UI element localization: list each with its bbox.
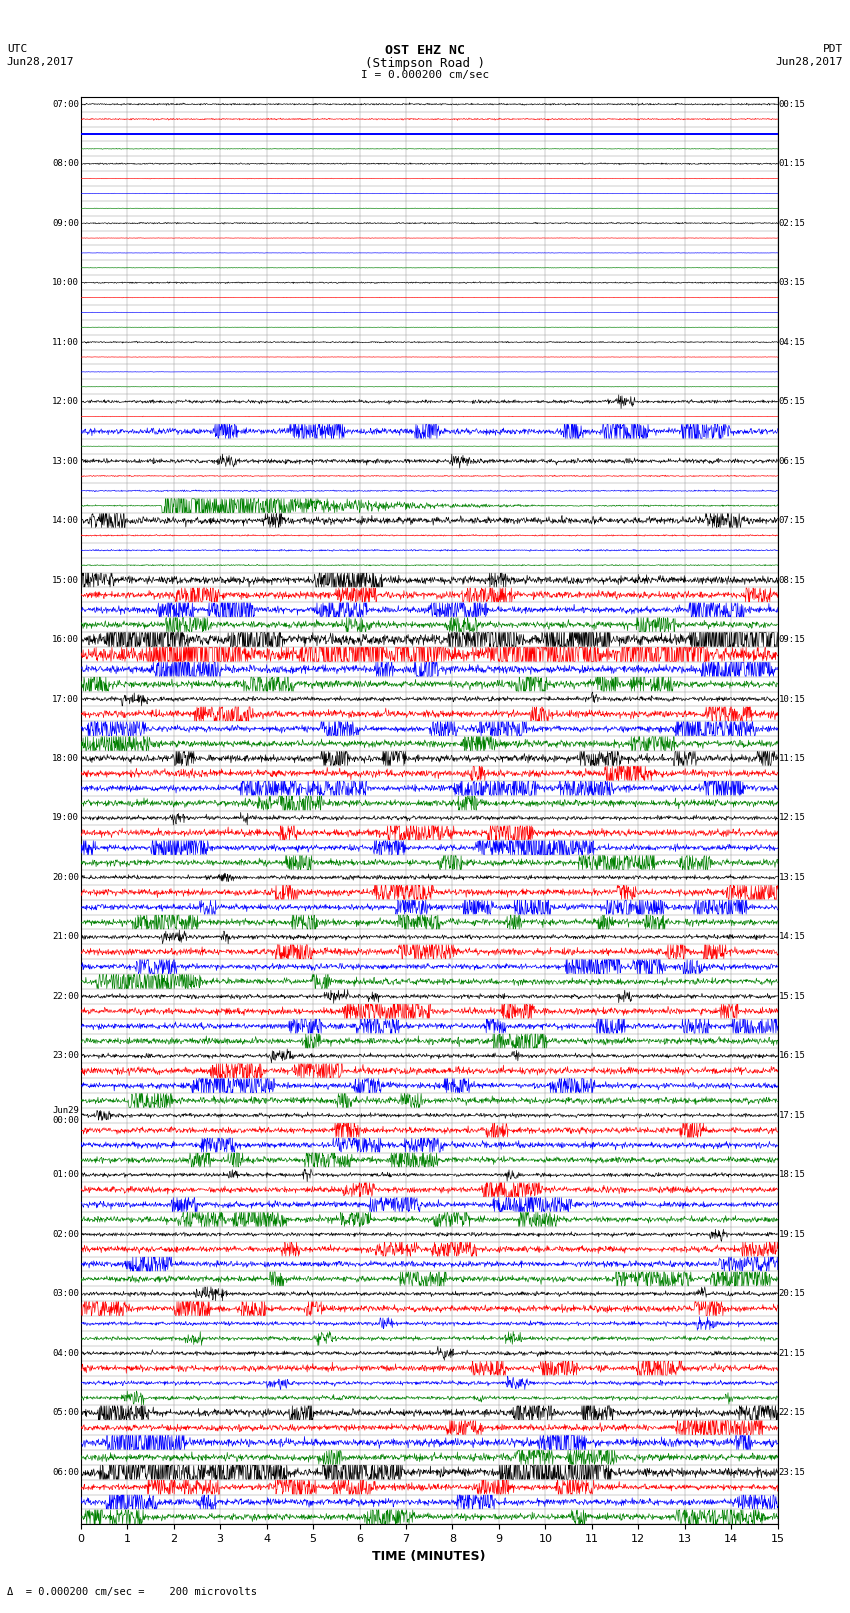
- Text: 05:15: 05:15: [779, 397, 806, 406]
- Text: 21:15: 21:15: [779, 1348, 806, 1358]
- Text: OST EHZ NC: OST EHZ NC: [385, 44, 465, 58]
- Text: Δ  = 0.000200 cm/sec =    200 microvolts: Δ = 0.000200 cm/sec = 200 microvolts: [7, 1587, 257, 1597]
- Text: 22:00: 22:00: [53, 992, 79, 1002]
- Text: 20:00: 20:00: [53, 873, 79, 882]
- Text: 09:15: 09:15: [779, 636, 806, 644]
- Text: 21:00: 21:00: [53, 932, 79, 942]
- Text: 12:15: 12:15: [779, 813, 806, 823]
- Text: 08:15: 08:15: [779, 576, 806, 584]
- Text: 14:15: 14:15: [779, 932, 806, 942]
- Text: 14:00: 14:00: [53, 516, 79, 526]
- Text: 11:00: 11:00: [53, 337, 79, 347]
- Text: 19:00: 19:00: [53, 813, 79, 823]
- Text: 02:15: 02:15: [779, 219, 806, 227]
- Text: 23:15: 23:15: [779, 1468, 806, 1478]
- Text: 17:15: 17:15: [779, 1111, 806, 1119]
- Text: 07:00: 07:00: [53, 100, 79, 108]
- Text: 09:00: 09:00: [53, 219, 79, 227]
- Text: I = 0.000200 cm/sec: I = 0.000200 cm/sec: [361, 71, 489, 81]
- X-axis label: TIME (MINUTES): TIME (MINUTES): [372, 1550, 486, 1563]
- Text: 08:00: 08:00: [53, 160, 79, 168]
- Text: 16:00: 16:00: [53, 636, 79, 644]
- Text: 04:00: 04:00: [53, 1348, 79, 1358]
- Text: 13:00: 13:00: [53, 456, 79, 466]
- Text: (Stimpson Road ): (Stimpson Road ): [365, 58, 485, 71]
- Text: 13:15: 13:15: [779, 873, 806, 882]
- Text: 06:15: 06:15: [779, 456, 806, 466]
- Text: 03:15: 03:15: [779, 277, 806, 287]
- Text: 19:15: 19:15: [779, 1229, 806, 1239]
- Text: 03:00: 03:00: [53, 1289, 79, 1298]
- Text: 02:00: 02:00: [53, 1229, 79, 1239]
- Text: 20:15: 20:15: [779, 1289, 806, 1298]
- Text: 18:15: 18:15: [779, 1171, 806, 1179]
- Text: 01:00: 01:00: [53, 1171, 79, 1179]
- Text: 18:00: 18:00: [53, 753, 79, 763]
- Text: 16:15: 16:15: [779, 1052, 806, 1060]
- Text: 11:15: 11:15: [779, 753, 806, 763]
- Text: 15:15: 15:15: [779, 992, 806, 1002]
- Text: 23:00: 23:00: [53, 1052, 79, 1060]
- Text: 05:00: 05:00: [53, 1408, 79, 1418]
- Text: 10:15: 10:15: [779, 695, 806, 703]
- Text: 22:15: 22:15: [779, 1408, 806, 1418]
- Text: 06:00: 06:00: [53, 1468, 79, 1478]
- Text: 01:15: 01:15: [779, 160, 806, 168]
- Text: 07:15: 07:15: [779, 516, 806, 526]
- Text: 12:00: 12:00: [53, 397, 79, 406]
- Text: 17:00: 17:00: [53, 695, 79, 703]
- Text: Jun29
00:00: Jun29 00:00: [53, 1105, 79, 1124]
- Text: PDT: PDT: [823, 44, 843, 55]
- Text: 10:00: 10:00: [53, 277, 79, 287]
- Text: UTC: UTC: [7, 44, 27, 55]
- Text: 00:15: 00:15: [779, 100, 806, 108]
- Text: Jun28,2017: Jun28,2017: [7, 58, 74, 68]
- Text: Jun28,2017: Jun28,2017: [776, 58, 843, 68]
- Text: 15:00: 15:00: [53, 576, 79, 584]
- Text: 04:15: 04:15: [779, 337, 806, 347]
